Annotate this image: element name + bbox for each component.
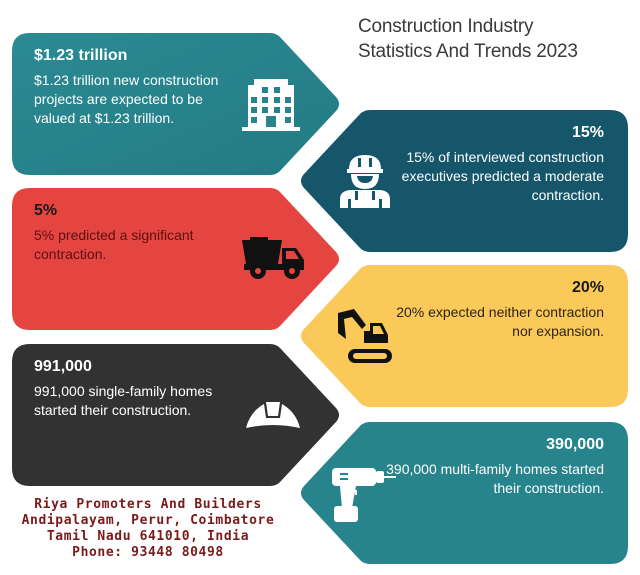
dump-truck-icon	[242, 237, 304, 279]
card-shape	[12, 33, 339, 175]
card-neither: 20% 20% expected neither contraction nor…	[298, 265, 628, 407]
card-project-value: $1.23 trillion $1.23 trillion new constr…	[12, 33, 342, 175]
address-line-2: Tamil Nadu 641010, India	[46, 529, 250, 544]
stat-description: 390,000 multi-family homes started their…	[386, 461, 604, 496]
phone-number: Phone: 93448 80498	[72, 545, 224, 560]
card-shape	[12, 188, 339, 330]
stat-value: 20%	[571, 279, 604, 296]
building-icon	[242, 79, 300, 131]
card-shape	[301, 422, 628, 564]
card-shape	[301, 265, 628, 407]
stat-description: 991,000 single-family homes started thei…	[34, 383, 213, 418]
stat-value: 390,000	[546, 436, 604, 453]
card-significant-contraction: 5% 5% predicted a significant contractio…	[12, 188, 342, 330]
stat-value: 5%	[34, 202, 58, 219]
title-line-2: Statistics And Trends 2023	[358, 41, 578, 62]
stat-value: 15%	[571, 124, 604, 141]
card-shape	[12, 344, 339, 486]
construction-worker-icon	[340, 155, 390, 208]
stat-description: 20% expected neither contraction nor exp…	[396, 304, 604, 339]
hard-hat-icon	[246, 402, 300, 428]
stat-description: 15% of interviewed construction executiv…	[401, 149, 604, 203]
excavator-icon	[338, 309, 392, 363]
company-contact-block: Riya Promoters And Builders Andipalayam,…	[0, 497, 296, 561]
stat-description: $1.23 trillion new construction projects…	[34, 72, 219, 126]
address-line-1: Andipalayam, Perur, Coimbatore	[21, 513, 275, 528]
infographic-title: Construction Industry Statistics And Tre…	[358, 14, 638, 64]
card-single-family: 991,000 991,000 single-family homes star…	[12, 344, 342, 486]
stat-description: 5% predicted a significant contraction.	[34, 227, 194, 262]
card-shape	[301, 110, 628, 252]
power-drill-icon	[332, 468, 396, 522]
card-moderate-contraction: 15% 15% of interviewed construction exec…	[298, 110, 628, 252]
company-name: Riya Promoters And Builders	[34, 497, 262, 512]
stat-value: $1.23 trillion	[34, 47, 128, 64]
title-line-1: Construction Industry	[358, 16, 534, 37]
stat-value: 991,000	[34, 358, 92, 375]
card-multi-family: 390,000 390,000 multi-family homes start…	[298, 422, 628, 564]
